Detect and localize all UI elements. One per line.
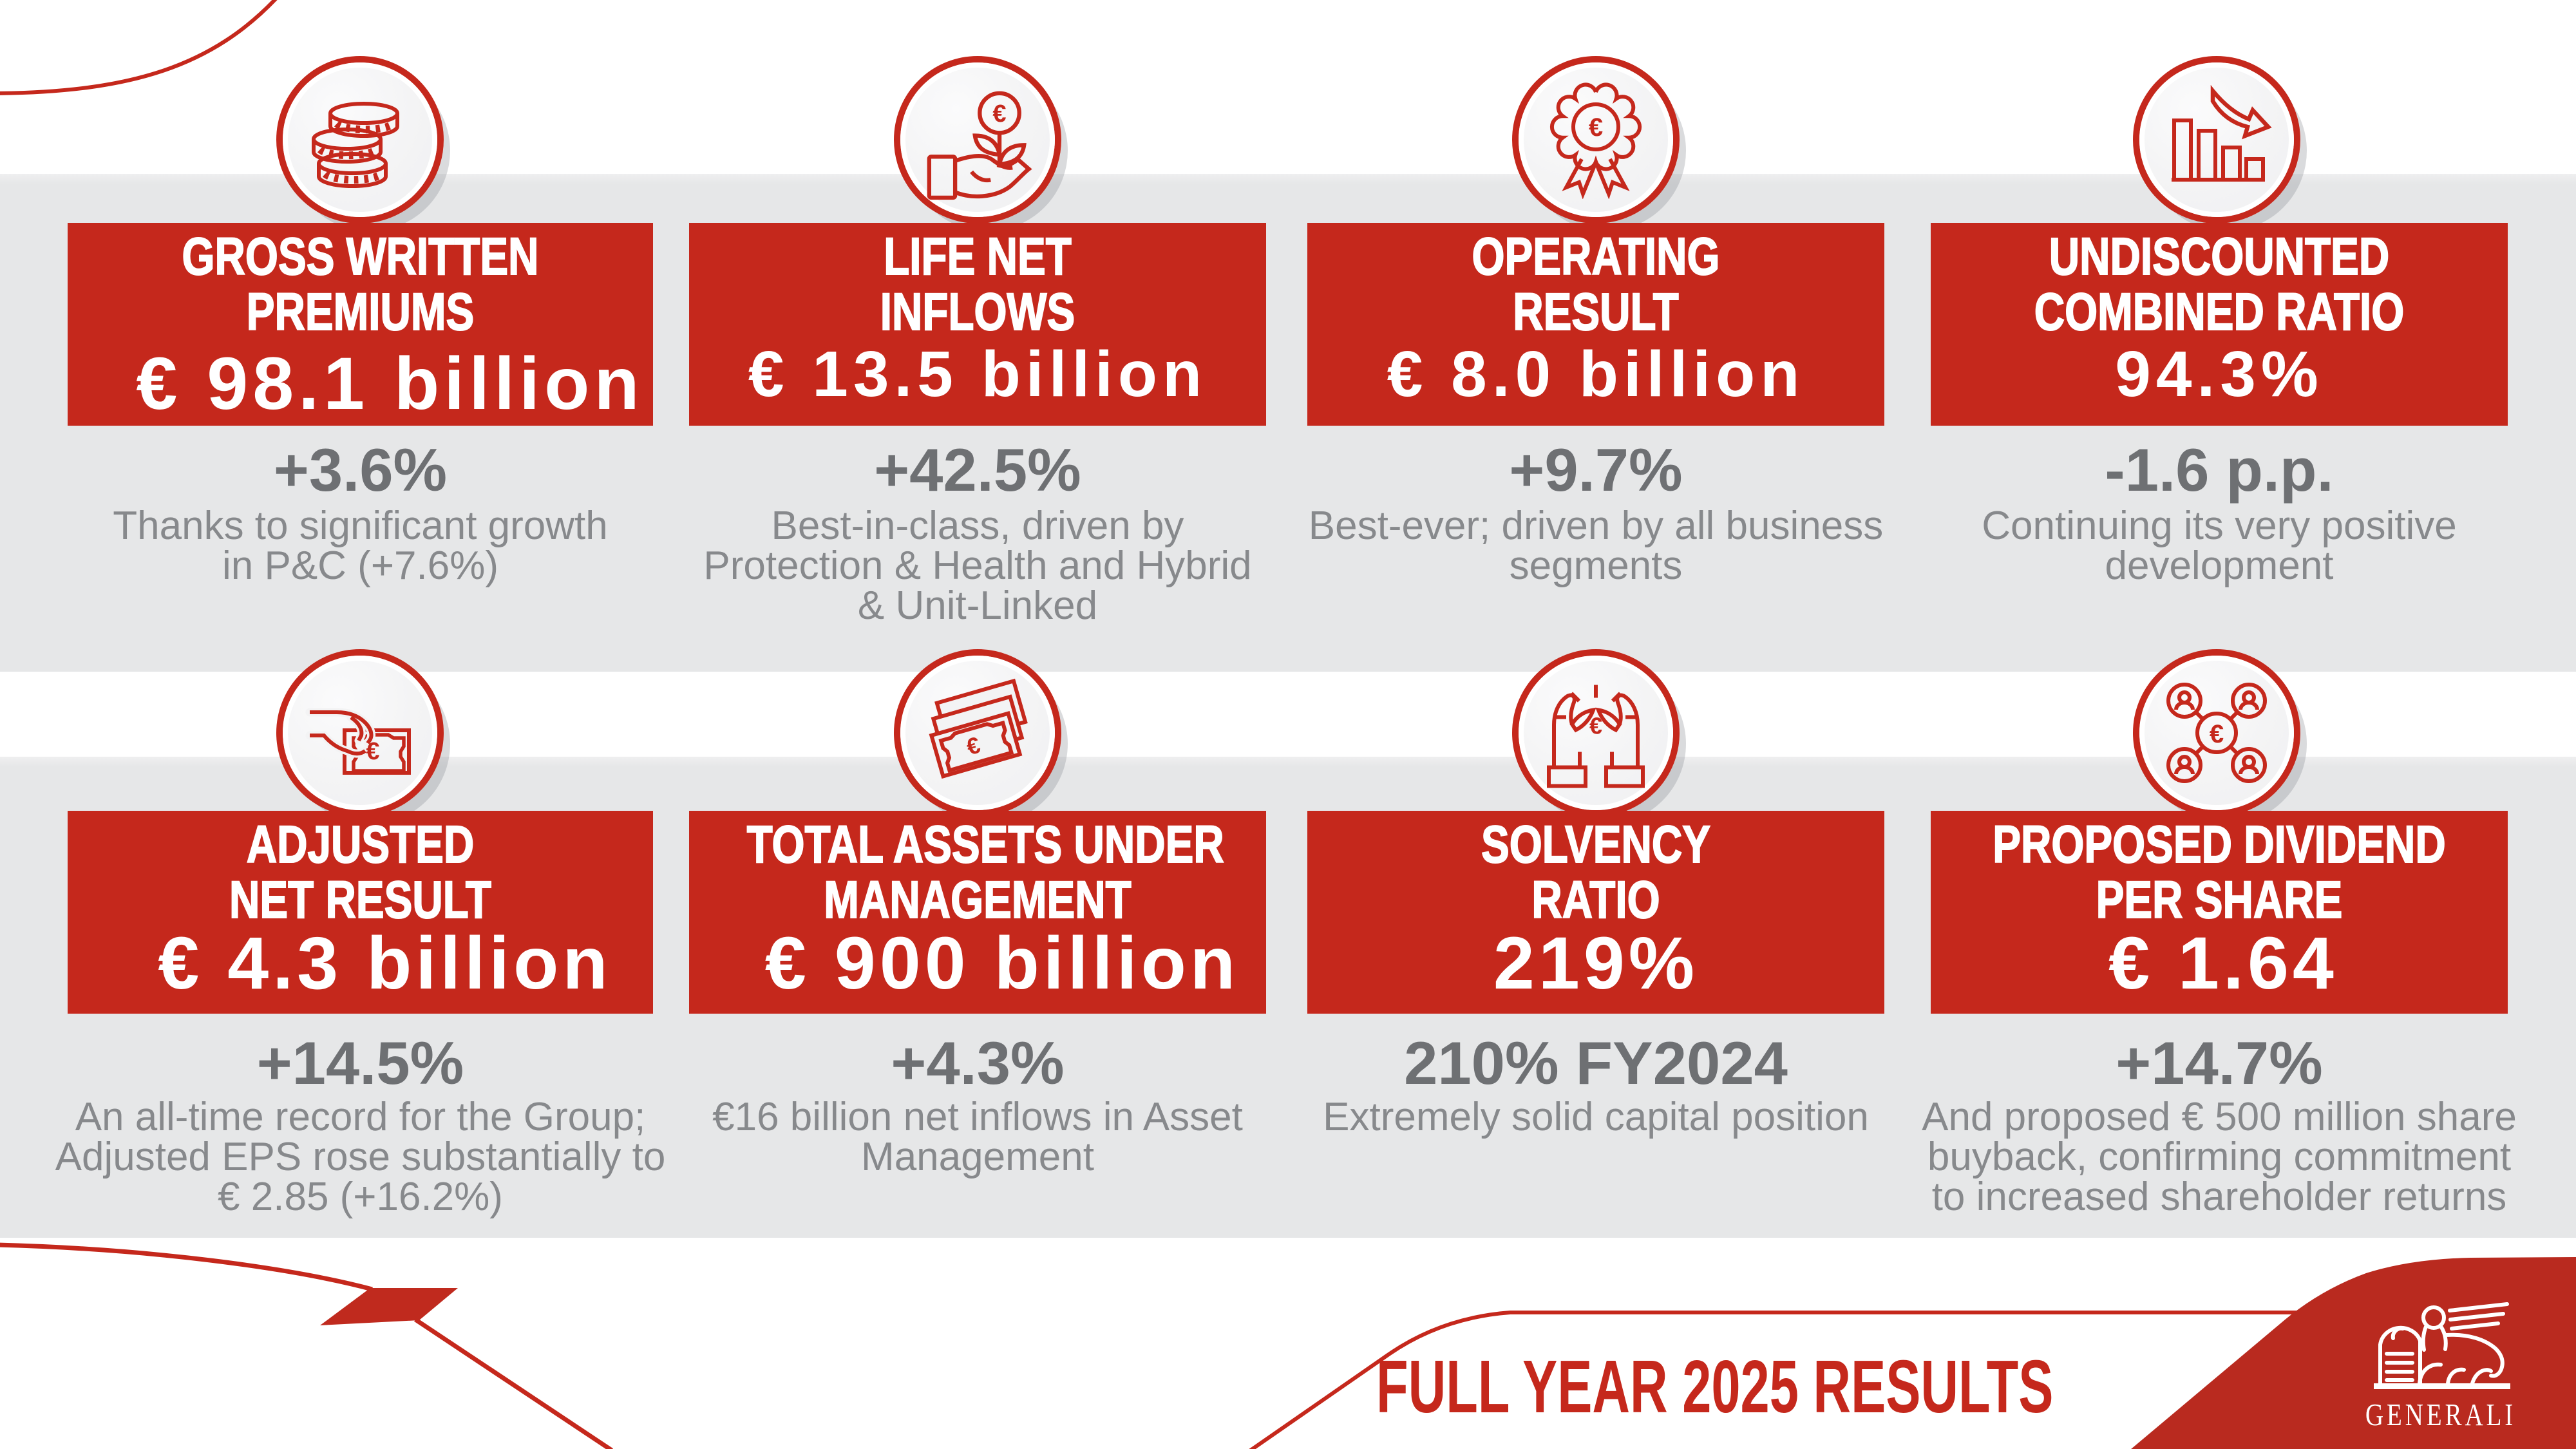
svg-text:GENERALI: GENERALI [2365, 1397, 2516, 1432]
svg-text:€: € [1589, 113, 1603, 142]
svg-text:€: € [2210, 720, 2224, 748]
svg-text:€: € [992, 100, 1006, 128]
svg-text:€: € [1589, 713, 1602, 739]
svg-text:€: € [366, 738, 379, 765]
